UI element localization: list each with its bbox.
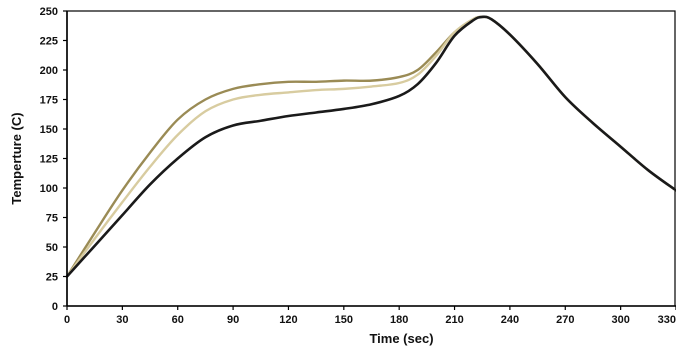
axes: 0 25 50 75 100 125 150 175 200 225 250 0 30 60 90 120 15… [40,6,676,326]
y-tick-label: 225 [40,36,58,48]
y-tick-label: 200 [40,65,58,77]
y-tick-label: 50 [46,242,58,254]
x-tick-label: 180 [390,314,408,326]
x-tick-label: 90 [227,314,239,326]
y-tick-label: 0 [52,301,58,313]
y-tick-label: 250 [40,6,58,18]
y-tick-label: 75 [46,213,58,225]
x-tick-label: 120 [279,314,297,326]
x-tick-label: 30 [116,314,128,326]
series-line-3 [65,15,676,278]
y-axis-title: Temperture (C) [9,112,24,204]
x-tick-label: 150 [335,314,353,326]
x-tick-label: 270 [556,314,574,326]
x-tick-label: 330 [658,314,676,326]
y-tick-label: 175 [40,95,58,107]
x-tick-label: 60 [172,314,184,326]
x-tick-label: 300 [611,314,629,326]
series-line-2 [65,15,676,278]
y-tick-label: 150 [40,124,58,136]
y-tick-label: 100 [40,183,58,195]
y-tick-label: 25 [46,272,58,284]
x-tick-label: 210 [445,314,463,326]
plot-area [65,10,676,307]
x-tick-label: 240 [501,314,519,326]
series-line-1 [65,15,676,278]
y-tick-label: 125 [40,154,58,166]
x-axis-title: Time (sec) [369,331,433,346]
x-tick-label: 0 [64,314,70,326]
